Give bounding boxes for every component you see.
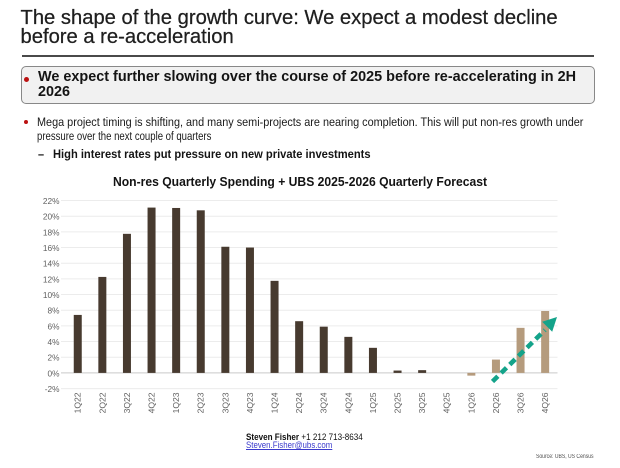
svg-text:4Q24: 4Q24 <box>343 392 353 413</box>
svg-text:2Q25: 2Q25 <box>392 392 402 413</box>
svg-text:3Q25: 3Q25 <box>417 392 427 413</box>
svg-text:20%: 20% <box>43 212 60 222</box>
svg-text:2%: 2% <box>48 353 61 363</box>
svg-text:2Q23: 2Q23 <box>196 392 206 413</box>
svg-text:16%: 16% <box>43 243 60 253</box>
svg-text:18%: 18% <box>43 227 60 237</box>
svg-text:14%: 14% <box>43 259 60 269</box>
svg-text:2Q26: 2Q26 <box>491 392 501 413</box>
svg-text:4Q22: 4Q22 <box>146 392 156 413</box>
svg-text:6%: 6% <box>48 321 61 331</box>
svg-text:12%: 12% <box>43 274 60 284</box>
svg-text:1Q23: 1Q23 <box>171 392 181 413</box>
svg-text:10%: 10% <box>43 290 60 300</box>
svg-text:1Q22: 1Q22 <box>73 392 83 413</box>
svg-text:1Q24: 1Q24 <box>269 392 279 413</box>
svg-text:4Q23: 4Q23 <box>245 392 255 413</box>
svg-text:3Q24: 3Q24 <box>319 392 329 413</box>
svg-text:4Q25: 4Q25 <box>442 392 452 413</box>
svg-text:8%: 8% <box>48 306 61 316</box>
svg-text:1Q25: 1Q25 <box>368 392 378 413</box>
svg-text:2Q22: 2Q22 <box>97 392 107 413</box>
svg-text:0%: 0% <box>48 368 61 378</box>
svg-text:3Q23: 3Q23 <box>220 392 230 413</box>
svg-text:4Q26: 4Q26 <box>540 392 550 413</box>
svg-text:2Q24: 2Q24 <box>294 392 304 413</box>
svg-text:22%: 22% <box>43 196 60 206</box>
svg-text:Non-res Quarterly Spending + U: Non-res Quarterly Spending + UBS 2025-20… <box>113 175 488 189</box>
svg-text:3Q22: 3Q22 <box>122 392 132 413</box>
svg-text:1Q26: 1Q26 <box>466 392 476 413</box>
svg-text:-2%: -2% <box>45 384 60 394</box>
svg-text:4%: 4% <box>48 337 61 347</box>
svg-text:3Q26: 3Q26 <box>515 392 525 413</box>
